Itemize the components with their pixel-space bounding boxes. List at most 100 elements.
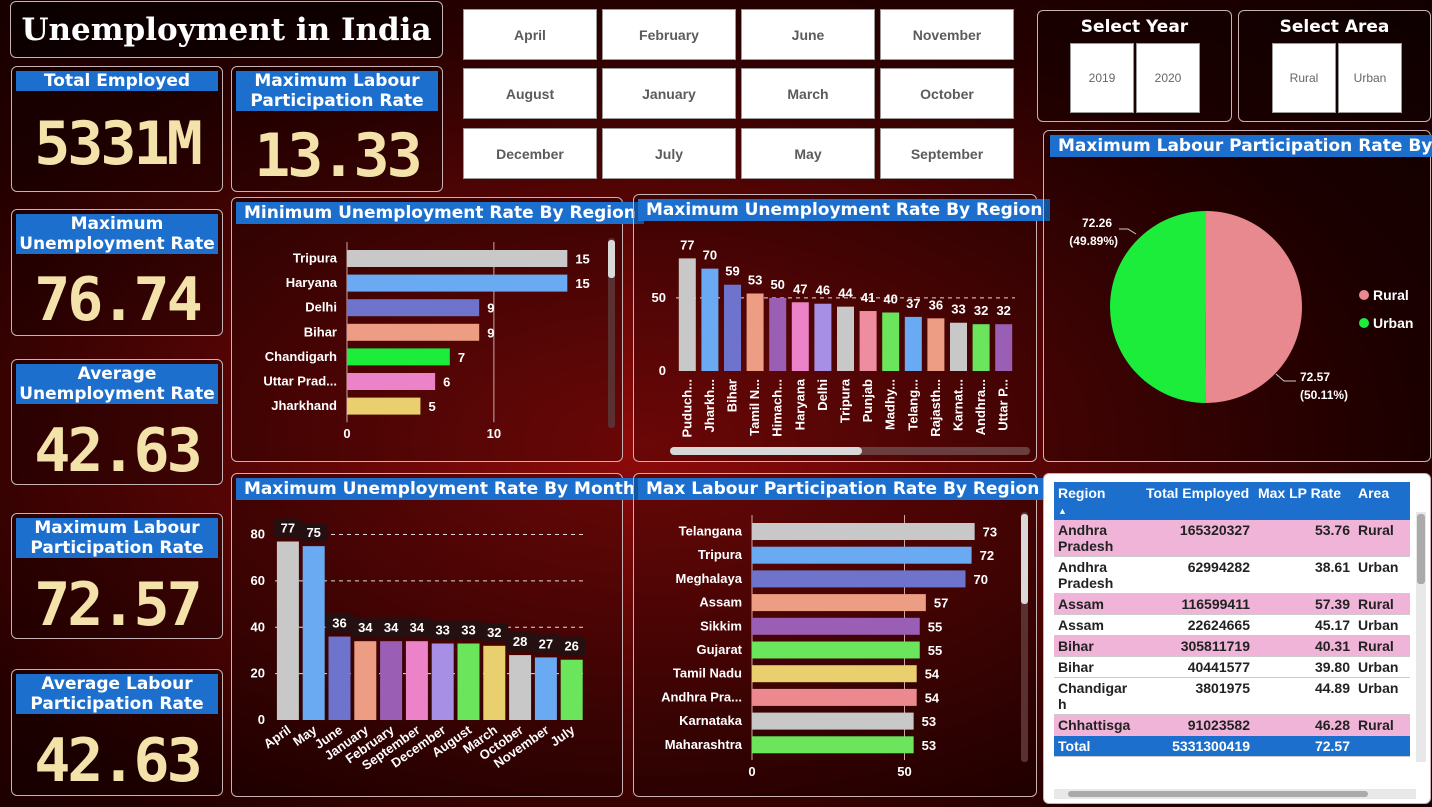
bar[interactable] (347, 274, 568, 292)
column-header-area[interactable]: Area (1354, 482, 1410, 520)
bar[interactable] (752, 641, 920, 659)
bar[interactable] (814, 303, 832, 371)
month-button-april[interactable]: April (463, 9, 597, 60)
table-row[interactable]: Bihar 40441577 39.80 Urban (1054, 656, 1410, 678)
kpi-max-unemployment: Maximum Unemployment Rate 76.74 (11, 209, 223, 336)
bar[interactable] (347, 348, 450, 366)
bar[interactable] (347, 397, 421, 415)
table-row[interactable]: Assam 22624665 45.17 Urban (1054, 614, 1410, 636)
bar[interactable] (752, 570, 966, 588)
table-row[interactable]: Andhra Pradesh 62994282 38.61 Urban (1054, 556, 1410, 594)
table-row[interactable]: Bihar 305811719 40.31 Rural (1054, 635, 1410, 657)
bar[interactable] (752, 688, 917, 706)
bar[interactable] (837, 306, 854, 371)
pie-slice[interactable] (1109, 211, 1206, 403)
bar[interactable] (950, 322, 967, 371)
bar[interactable] (752, 712, 914, 730)
month-button-november[interactable]: November (880, 9, 1014, 60)
year-button-2019[interactable]: 2019 (1070, 43, 1134, 113)
bar[interactable] (791, 302, 809, 371)
bar[interactable] (995, 324, 1013, 371)
cell-total-employed: 22624665 (1142, 614, 1254, 636)
bar[interactable] (724, 284, 741, 371)
bar[interactable] (769, 297, 787, 371)
bar[interactable] (347, 323, 480, 341)
year-button-2020[interactable]: 2020 (1136, 43, 1200, 113)
bar[interactable] (752, 594, 926, 612)
bar[interactable] (431, 643, 454, 721)
table-row[interactable]: Andhra Pradesh 165320327 53.76 Rural (1054, 520, 1410, 557)
month-button-february[interactable]: February (602, 9, 736, 60)
bar[interactable] (746, 293, 764, 371)
bar[interactable] (457, 643, 480, 721)
bar[interactable] (701, 268, 719, 371)
bar[interactable] (509, 655, 532, 720)
scrollbar-thumb[interactable] (1068, 791, 1368, 797)
data-label: 6 (443, 375, 450, 390)
bar[interactable] (678, 258, 696, 371)
bar[interactable] (972, 324, 990, 371)
chart-svg: 0 50 Telangana 73 Tripura 72 Meghalaya 70 Assam 5… (661, 512, 1028, 779)
bar[interactable] (560, 659, 583, 720)
title-panel: Unemployment in India (10, 1, 443, 58)
data-label: 32 (974, 303, 988, 318)
x-tick-label: 0 (343, 426, 350, 441)
data-label: 34 (384, 620, 399, 635)
bar[interactable] (752, 617, 920, 635)
month-button-december[interactable]: December (463, 128, 597, 179)
bar[interactable] (752, 523, 975, 540)
horizontal-scrollbar[interactable] (1054, 789, 1416, 799)
bar[interactable] (534, 657, 557, 720)
month-button-march[interactable]: March (741, 68, 875, 119)
month-button-july[interactable]: July (602, 128, 736, 179)
area-button-rural[interactable]: Rural (1272, 43, 1336, 113)
month-button-january[interactable]: January (602, 68, 736, 119)
area-button-urban[interactable]: Urban (1338, 43, 1402, 113)
bar[interactable] (483, 645, 506, 720)
x-tick-label: 50 (897, 764, 911, 779)
bar[interactable] (904, 316, 922, 371)
month-button-june[interactable]: June (741, 9, 875, 60)
bar[interactable] (380, 641, 403, 720)
month-button-august[interactable]: August (463, 68, 597, 119)
scrollbar-thumb[interactable] (1417, 514, 1425, 584)
kpi-value: 76.74 (34, 265, 203, 335)
area-slicer: Select Area Rural Urban (1238, 10, 1431, 122)
bar[interactable] (752, 736, 914, 754)
data-label: 77 (281, 521, 295, 536)
scrollbar-thumb[interactable] (670, 447, 862, 455)
bar[interactable] (347, 250, 568, 267)
bar[interactable] (328, 636, 351, 720)
scrollbar-track[interactable] (608, 238, 615, 428)
month-button-september[interactable]: September (880, 128, 1014, 179)
table-row[interactable]: Assam 116599411 57.39 Rural (1054, 593, 1410, 615)
vertical-scrollbar[interactable] (1416, 512, 1426, 762)
pie-slice[interactable] (1205, 211, 1302, 403)
column-header-region[interactable]: Region ▲ (1054, 482, 1142, 520)
column-header-max-lp-rate[interactable]: Max LP Rate (1254, 482, 1354, 520)
bar[interactable] (347, 299, 480, 317)
column-header-total-employed[interactable]: Total Employed (1142, 482, 1254, 520)
bar[interactable] (859, 311, 877, 371)
scrollbar-thumb[interactable] (608, 240, 615, 278)
chart-title: Maximum Labour Participation Rate By Are… (1050, 135, 1432, 157)
month-button-may[interactable]: May (741, 128, 875, 179)
data-label: 41 (861, 290, 875, 305)
data-label: 32 (487, 625, 501, 640)
data-label: 70 (974, 572, 988, 587)
data-label: 54 (925, 690, 940, 705)
month-button-october[interactable]: October (880, 68, 1014, 119)
bar[interactable] (354, 641, 377, 720)
scrollbar-thumb[interactable] (1021, 514, 1028, 604)
bar[interactable] (302, 546, 325, 720)
category-label: Haryana (286, 275, 338, 290)
bar[interactable] (347, 373, 436, 390)
bar[interactable] (752, 546, 972, 564)
table-row[interactable]: Chhattisga 91023582 46.28 Rural (1054, 714, 1410, 736)
bar[interactable] (882, 312, 900, 372)
bar[interactable] (927, 318, 945, 371)
bar[interactable] (752, 665, 917, 683)
bar[interactable] (405, 641, 428, 720)
table-row[interactable]: Chandigar h 3801975 44.89 Urban (1054, 677, 1410, 715)
bar[interactable] (276, 541, 299, 721)
